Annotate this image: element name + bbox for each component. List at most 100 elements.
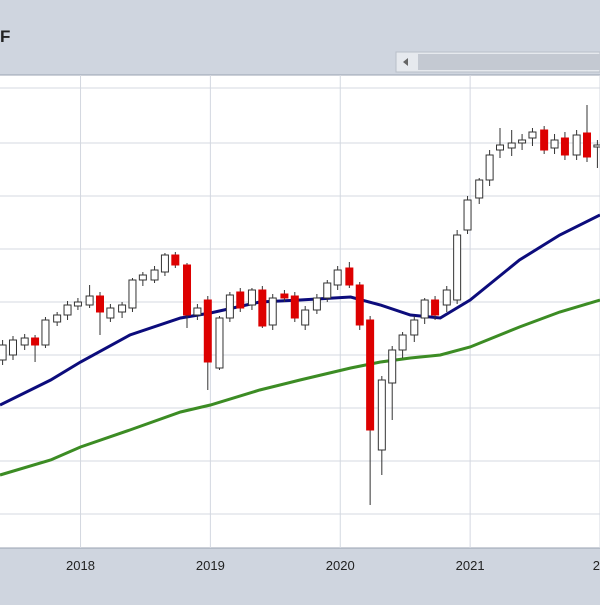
- candle-body: [333, 269, 342, 286]
- candle: [0, 340, 7, 365]
- x-tick-label: 2018: [66, 558, 95, 573]
- candle: [593, 140, 600, 168]
- candle: [20, 334, 29, 350]
- candle: [290, 292, 299, 322]
- candle: [398, 332, 407, 358]
- candle-body: [215, 317, 224, 369]
- candle-body: [507, 142, 516, 149]
- moving-average: [0, 298, 600, 477]
- candle: [410, 316, 419, 342]
- candle-body: [128, 279, 137, 309]
- candle-body: [463, 199, 472, 231]
- candle: [85, 285, 94, 308]
- candle-body: [193, 307, 202, 316]
- scrollbar-thumb[interactable]: [418, 54, 600, 70]
- candle-body: [96, 295, 104, 313]
- candle: [485, 150, 494, 186]
- candle-body: [20, 337, 29, 346]
- candle-body: [420, 299, 429, 319]
- candle-body: [355, 284, 364, 326]
- candle-body: [118, 304, 127, 313]
- candle: [183, 263, 192, 328]
- candle: [560, 132, 569, 160]
- candle-body: [388, 349, 397, 384]
- candle: [203, 296, 212, 390]
- candle: [280, 290, 289, 302]
- candle: [138, 272, 147, 286]
- candle-body: [475, 179, 484, 199]
- candle: [355, 282, 364, 330]
- candle: [323, 280, 332, 302]
- candle: [301, 306, 310, 330]
- candle-body: [496, 144, 504, 151]
- candle: [268, 294, 277, 330]
- candle-body: [8, 339, 17, 356]
- candle: [160, 253, 169, 276]
- candle: [583, 105, 592, 162]
- h-grid: [0, 87, 600, 515]
- candle-body: [247, 289, 256, 306]
- candle-body: [183, 264, 192, 316]
- candle: [431, 296, 440, 320]
- candle-body: [0, 344, 7, 361]
- candle-body: [485, 154, 494, 181]
- candle: [171, 252, 180, 268]
- candle: [247, 288, 256, 310]
- candle-body: [583, 132, 592, 158]
- candle: [73, 298, 82, 310]
- candle: [215, 316, 224, 370]
- candle-body: [410, 319, 419, 336]
- candle-body: [593, 144, 600, 148]
- candle: [366, 316, 375, 505]
- candle: [388, 346, 397, 420]
- candle-body: [431, 299, 440, 316]
- candle-body: [540, 129, 549, 151]
- candle: [463, 196, 472, 234]
- candle-body: [258, 289, 267, 327]
- candle-body: [572, 134, 581, 156]
- candle: [377, 376, 386, 475]
- candle: [550, 134, 559, 154]
- candle-body: [290, 295, 299, 319]
- candle: [496, 128, 504, 158]
- candle-body: [280, 293, 289, 299]
- x-tick-label: 2020: [326, 558, 355, 573]
- candle: [225, 292, 234, 322]
- candle-body: [268, 297, 277, 326]
- candle: [53, 312, 62, 326]
- candle-body: [518, 139, 527, 144]
- candle: [193, 304, 202, 320]
- candle: [128, 278, 137, 312]
- candle: [420, 298, 429, 324]
- candle: [475, 178, 484, 204]
- candle-body: [442, 289, 451, 306]
- candle-body: [31, 337, 40, 346]
- candle-body: [73, 301, 82, 307]
- candle: [528, 128, 537, 146]
- candle: [63, 301, 72, 320]
- candle: [518, 134, 527, 150]
- candle: [96, 292, 104, 335]
- candle-body: [203, 299, 212, 363]
- scroll-left-arrow[interactable]: [403, 58, 408, 66]
- candle: [345, 262, 354, 288]
- x-tick-label: 20: [593, 558, 600, 573]
- candle: [312, 294, 321, 314]
- candle-body: [345, 267, 354, 286]
- candle-body: [377, 379, 386, 451]
- candle-body: [236, 291, 245, 309]
- candle-body: [138, 274, 147, 281]
- x-tick-label: 2019: [196, 558, 225, 573]
- candle-body: [160, 254, 169, 273]
- candle-body: [398, 334, 407, 351]
- candle-body: [323, 282, 332, 299]
- candle: [236, 288, 245, 312]
- candle-body: [550, 139, 559, 149]
- candle: [453, 230, 462, 304]
- candle: [572, 130, 581, 160]
- candle-body: [63, 304, 72, 316]
- candle: [507, 130, 516, 156]
- candle: [41, 317, 50, 348]
